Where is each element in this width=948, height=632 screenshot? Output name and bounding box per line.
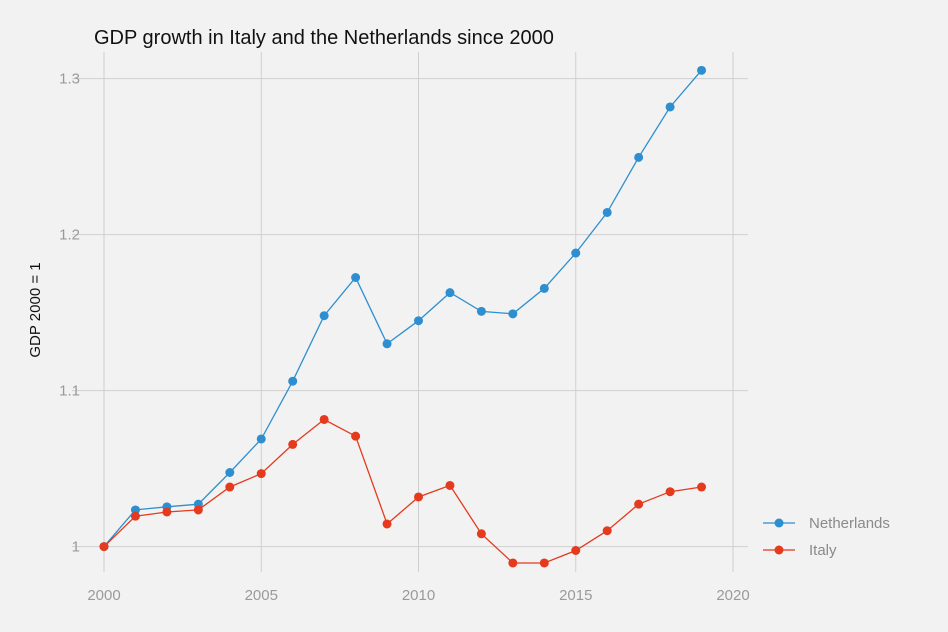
data-point xyxy=(414,316,423,326)
x-tick-label: 2005 xyxy=(245,587,278,604)
x-tick-label: 2020 xyxy=(716,587,749,604)
legend-marker xyxy=(774,545,784,555)
series-line xyxy=(103,69,702,548)
x-tick-label: 2015 xyxy=(559,587,592,604)
tick-labels: 2000 2005 2010 2015 2020 1 1.1 1.2 1.3 xyxy=(59,71,750,604)
y-tick-label: 1.1 xyxy=(59,383,80,400)
grid xyxy=(72,52,748,572)
data-point xyxy=(445,480,455,490)
legend-marker xyxy=(774,518,784,528)
data-point xyxy=(445,288,455,298)
data-point xyxy=(256,434,266,444)
legend: Netherlands Italy xyxy=(763,515,890,559)
y-axis-label: GDP 2000 = 1 xyxy=(27,262,44,357)
data-point xyxy=(256,469,266,479)
data-point xyxy=(602,207,612,217)
y-tick-label: 1.2 xyxy=(59,227,80,244)
data-point xyxy=(225,482,235,492)
data-point xyxy=(99,542,109,552)
data-point xyxy=(476,529,486,539)
data-point xyxy=(382,519,392,529)
legend-label: Italy xyxy=(809,542,837,559)
data-point xyxy=(634,152,644,162)
data-point xyxy=(539,283,549,293)
data-point xyxy=(508,309,518,319)
data-point xyxy=(382,339,392,349)
legend-item-italy: Italy xyxy=(763,542,837,559)
data-point xyxy=(414,492,423,502)
data-point xyxy=(665,102,675,112)
data-point xyxy=(351,431,361,441)
data-point xyxy=(665,487,675,497)
data-point xyxy=(319,414,329,424)
data-point xyxy=(697,482,707,492)
data-point xyxy=(193,505,203,515)
legend-label: Netherlands xyxy=(809,515,890,532)
data-point xyxy=(476,306,486,316)
chart-title: GDP growth in Italy and the Netherlands … xyxy=(94,27,554,49)
data-point xyxy=(225,468,235,477)
data-point xyxy=(571,546,581,555)
data-point xyxy=(697,65,707,75)
data-point xyxy=(288,439,298,449)
data-point xyxy=(319,311,329,321)
data-point xyxy=(539,558,549,568)
data-point xyxy=(288,376,298,386)
series-italy xyxy=(99,414,707,568)
y-tick-label: 1.3 xyxy=(59,71,80,88)
data-point xyxy=(508,558,518,568)
series-netherlands xyxy=(99,65,707,552)
x-tick-label: 2000 xyxy=(87,587,120,604)
data-point xyxy=(130,505,140,515)
data-point xyxy=(634,499,644,509)
data-point xyxy=(130,511,140,521)
y-tick-label: 1 xyxy=(72,539,80,556)
data-point xyxy=(602,526,612,536)
data-point xyxy=(351,273,361,282)
data-point xyxy=(162,507,172,517)
series-line xyxy=(103,418,702,564)
data-point xyxy=(571,248,581,258)
legend-item-netherlands: Netherlands xyxy=(763,515,890,532)
series xyxy=(99,65,707,568)
x-tick-label: 2010 xyxy=(402,587,435,604)
